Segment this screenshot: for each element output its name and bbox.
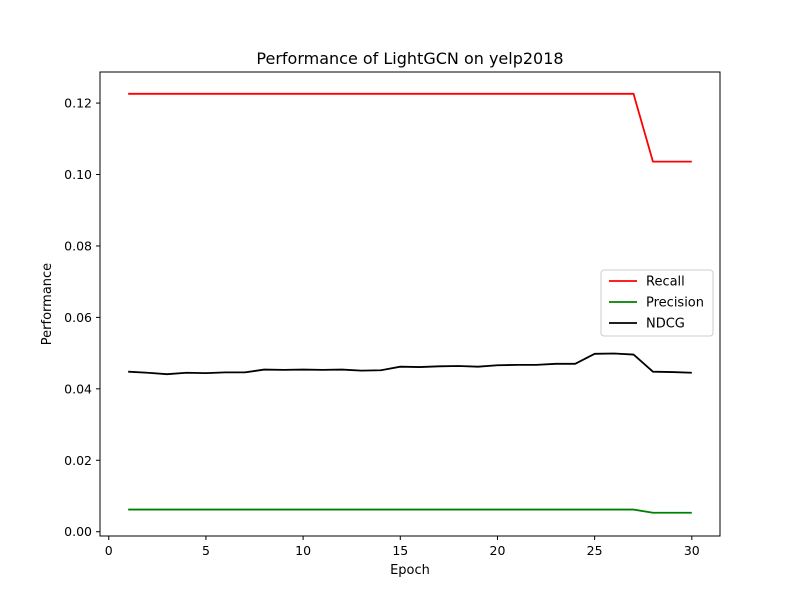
y-tick-label: 0.02 [64,453,92,468]
x-axis-ticks: 0 5 10 15 20 25 30 [105,536,700,558]
chart-title: Performance of LightGCN on yelp2018 [256,49,563,68]
y-tick-label: 0.06 [64,310,92,325]
x-tick-label: 25 [587,543,603,558]
legend-label-ndcg: NDCG [646,317,685,332]
x-tick-label: 30 [684,543,700,558]
series-line-ndcg [128,352,692,376]
x-tick-label: 10 [295,543,311,558]
x-tick-label: 20 [490,543,506,558]
x-tick-label: 5 [202,543,210,558]
legend-box [600,269,714,337]
y-tick-label: 0.08 [64,238,92,253]
y-tick-label: 0.10 [64,167,92,182]
series-line-precision [128,508,692,514]
series-line-recall [128,92,692,163]
x-tick-label: 15 [392,543,408,558]
plot-frame [99,71,721,537]
x-axis-label: Epoch [390,563,430,578]
legend-label-precision: Precision [646,296,704,311]
plot-lines [128,92,692,514]
y-axis-label: Performance [40,263,55,345]
y-tick-label: 0.12 [64,96,92,111]
x-tick-label: 0 [105,543,113,558]
y-tick-label: 0.04 [64,381,92,396]
legend: Recall Precision NDCG [600,269,714,337]
y-axis-ticks: 0.00 0.02 0.04 0.06 0.08 0.10 0.12 [64,96,100,539]
y-tick-label: 0.00 [64,524,92,539]
legend-label-recall: Recall [646,275,685,290]
